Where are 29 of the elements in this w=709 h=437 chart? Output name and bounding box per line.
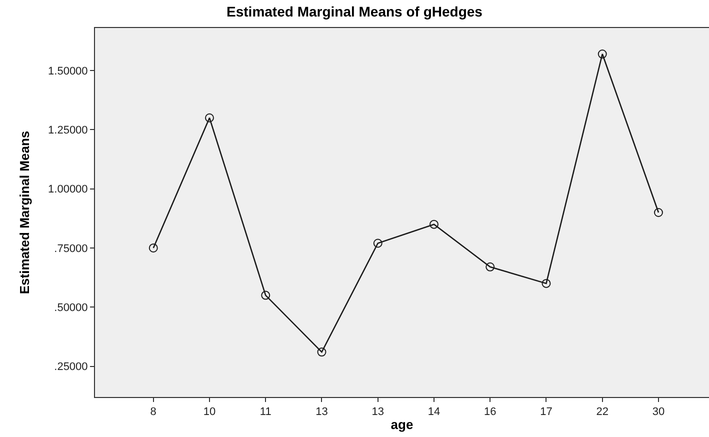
point [486,262,495,272]
point [317,348,326,357]
x-tick-label: 30 [652,406,665,418]
x-tick-label: 22 [596,406,608,418]
point [373,238,382,248]
y-tick-label: 1.25000 [48,124,88,137]
y-tick-label: 1.00000 [48,184,88,196]
point [148,243,158,252]
point [542,278,551,288]
point [261,290,270,300]
x-tick-label: 14 [428,406,440,418]
point [429,220,438,229]
point [204,113,214,122]
x-axis-title: age [390,416,414,432]
point [654,208,663,217]
x-tick-label: 13 [316,406,328,418]
chart-title: Estimated Marginal Means of gHedges [226,3,483,20]
x-tick-label: 17 [540,406,552,418]
x-tick-label: 11 [260,406,272,418]
x-tick-label: 8 [150,406,156,418]
y-axis-title: Estimated Marginal Means [16,130,32,294]
y-tick-label: .50000 [54,302,88,314]
y-tick-label: .25000 [54,361,88,374]
x-tick-label: 16 [484,406,496,418]
x-tick-label: 13 [372,406,384,418]
x-tick-label: 10 [203,406,216,418]
y-tick-label: .75000 [54,242,88,255]
y-tick-label: 1.50000 [48,65,88,78]
point [598,50,607,59]
